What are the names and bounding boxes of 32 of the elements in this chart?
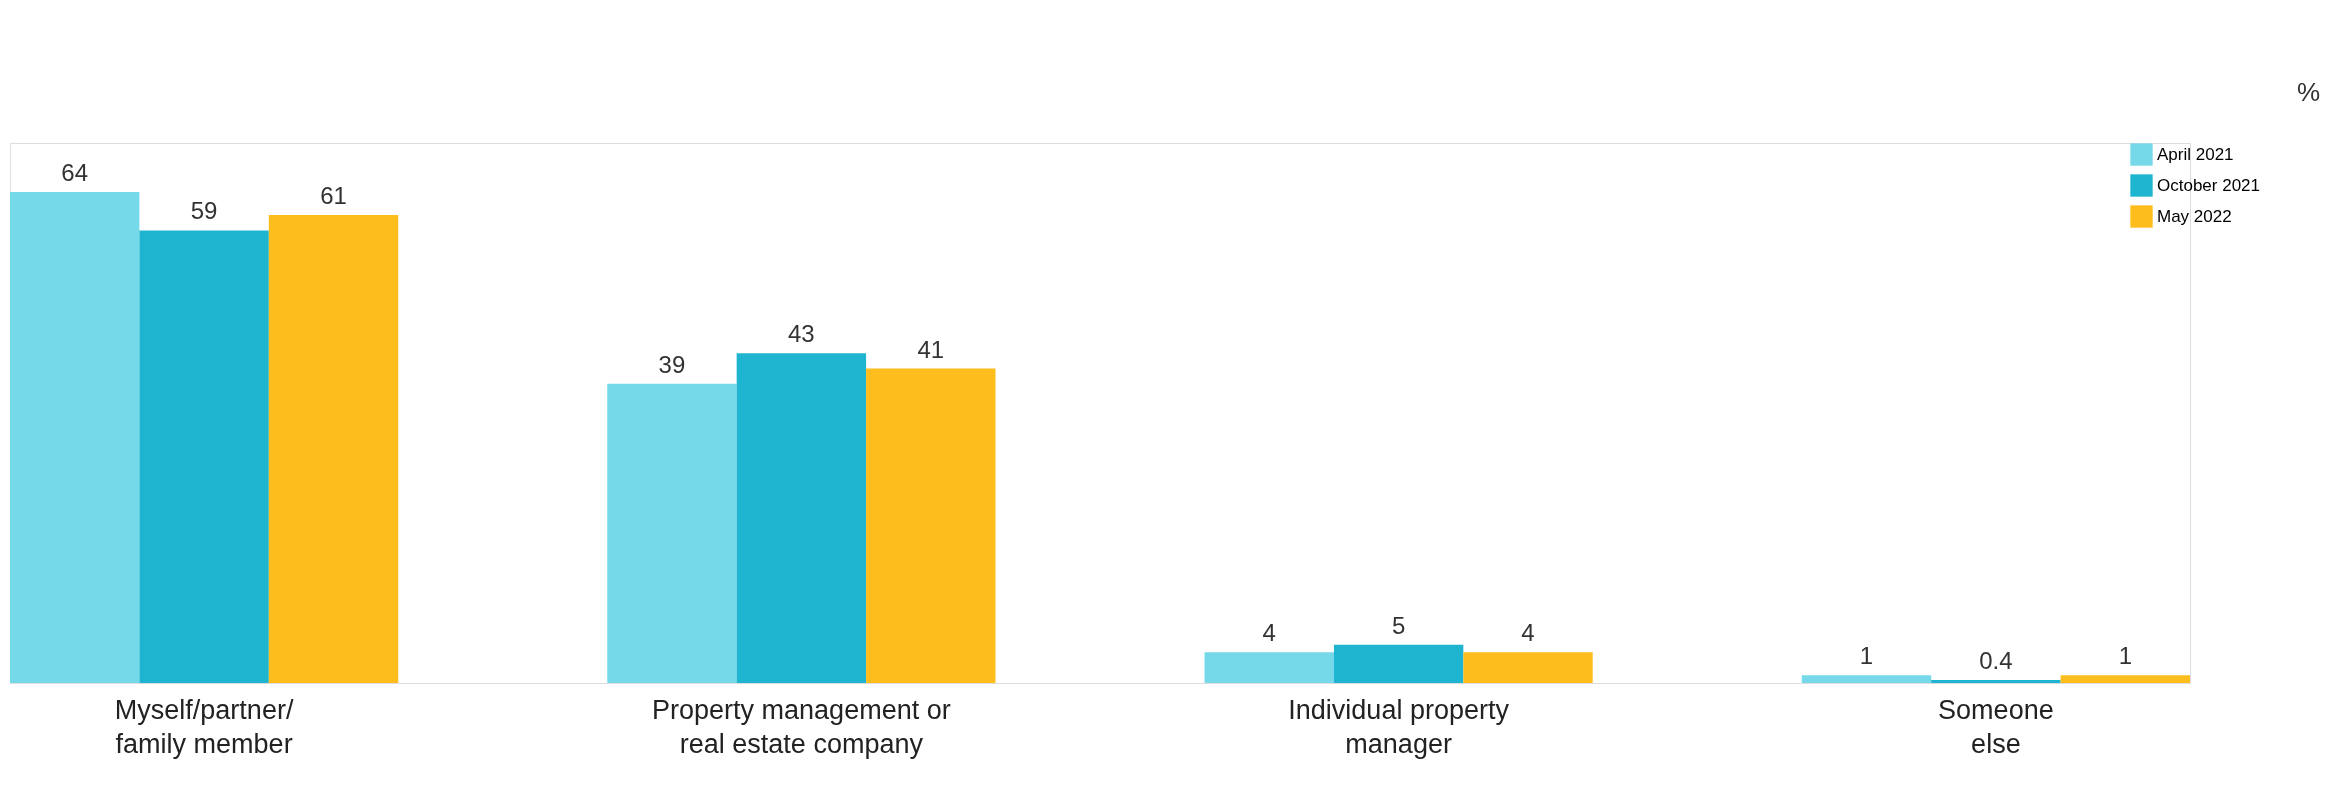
data-label: 4 [1262,619,1276,647]
data-label: 59 [190,197,218,225]
bar [1204,652,1334,683]
legend-label: October 2021 [2157,175,2261,195]
data-label: 41 [917,335,945,363]
data-label: 64 [61,159,89,187]
legend-label: April 2021 [2157,144,2234,164]
bar [736,353,867,683]
data-label: 43 [788,320,815,348]
bar [2060,675,2190,683]
text: % [2296,77,2320,107]
bar [1931,679,2061,683]
data-label: 39 [658,350,686,378]
bar [268,215,399,683]
bar [607,383,737,683]
x-tick-label: Individual property manager [1288,694,1510,759]
data-label: 61 [320,182,347,210]
x-tick-label: Property management or real estate company [652,694,951,759]
data-label: 0.4 [1979,646,2013,674]
legend-label: May 2022 [2157,206,2232,226]
bar [10,192,140,683]
x-tick-label: Someone else [1938,694,2054,759]
bar [1801,675,1932,683]
bar [1333,644,1464,683]
data-label: 4 [1521,619,1535,647]
data-label: 1 [2118,642,2132,670]
x-tick-label: Myself/partner/ family member [114,694,294,759]
bar [139,230,269,683]
data-label: 5 [1391,611,1406,639]
bar [1463,652,1593,683]
bar [866,368,996,683]
data-label: 1 [1859,642,1874,670]
